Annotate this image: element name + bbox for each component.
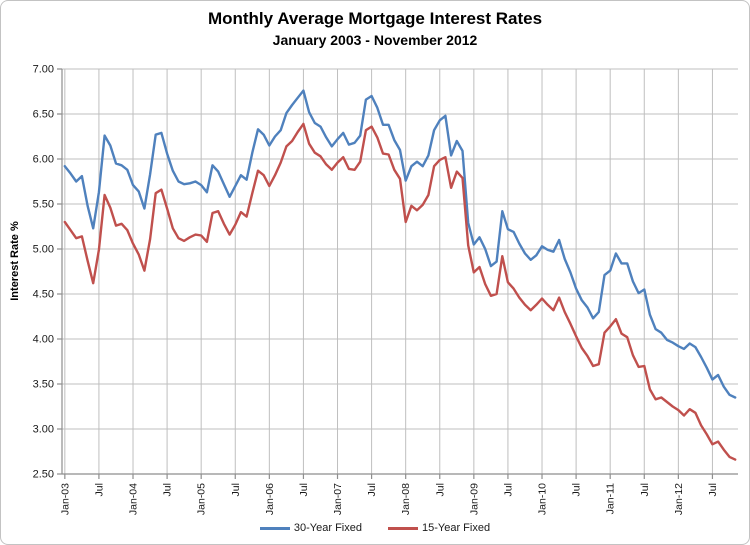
x-tick-label: Jan-11 <box>605 483 617 514</box>
y-tick-label: 3.50 <box>33 379 54 391</box>
chart-title: Monthly Average Mortgage Interest Rates <box>207 9 543 28</box>
legend-line-sample-15-year <box>388 526 418 530</box>
y-tick-label: 5.50 <box>33 199 54 211</box>
legend: 30-Year Fixed 15-Year Fixed <box>1 522 749 534</box>
x-tick-label: Jan-09 <box>468 483 480 515</box>
x-tick-label: Jan-06 <box>264 483 276 515</box>
x-tick-label: Jul <box>93 483 105 496</box>
chart-subtitle: January 2003 - November 2012 <box>272 32 478 48</box>
x-tick-label: Jul <box>298 483 310 496</box>
x-tick-label: Jul <box>707 483 719 496</box>
y-tick-label: 6.00 <box>33 154 54 166</box>
y-tick-label: 6.50 <box>33 109 54 121</box>
x-tick-label: Jul <box>571 483 583 496</box>
x-tick-label: Jan-04 <box>128 483 140 515</box>
legend-item-30-year: 30-Year Fixed <box>259 522 362 534</box>
x-tick-label: Jul <box>230 483 242 496</box>
x-tick-label: Jul <box>162 483 174 496</box>
y-tick-label: 3.00 <box>33 424 54 436</box>
x-tick-label: Jul <box>366 483 378 496</box>
x-tick-label: Jan-07 <box>332 483 344 515</box>
x-tick-label: Jul <box>434 483 446 496</box>
y-tick-label: 7.00 <box>33 64 54 76</box>
y-tick-label: 4.00 <box>33 334 54 346</box>
legend-label-15-year: 15-Year Fixed <box>422 522 491 534</box>
series-line-15-year-fixed <box>63 122 737 461</box>
x-tick-label: Jan-12 <box>673 483 685 515</box>
x-tick-label: Jan-08 <box>400 483 412 515</box>
x-tick-label: Jan-03 <box>59 483 71 515</box>
x-tick-label: Jul <box>502 483 514 496</box>
legend-item-15-year: 15-Year Fixed <box>388 522 490 534</box>
series-line-30-year-fixed <box>63 89 737 399</box>
y-tick-label: 4.50 <box>33 289 54 301</box>
x-tick-label: Jul <box>639 483 651 496</box>
legend-line-sample-30-year <box>259 526 290 530</box>
legend-label-30-year: 30-Year Fixed <box>293 522 362 534</box>
x-tick-label: Jan-05 <box>196 483 208 515</box>
y-tick-label: 5.00 <box>33 244 54 256</box>
y-tick-label: 2.50 <box>33 469 54 481</box>
x-tick-label: Jan-10 <box>537 483 549 515</box>
